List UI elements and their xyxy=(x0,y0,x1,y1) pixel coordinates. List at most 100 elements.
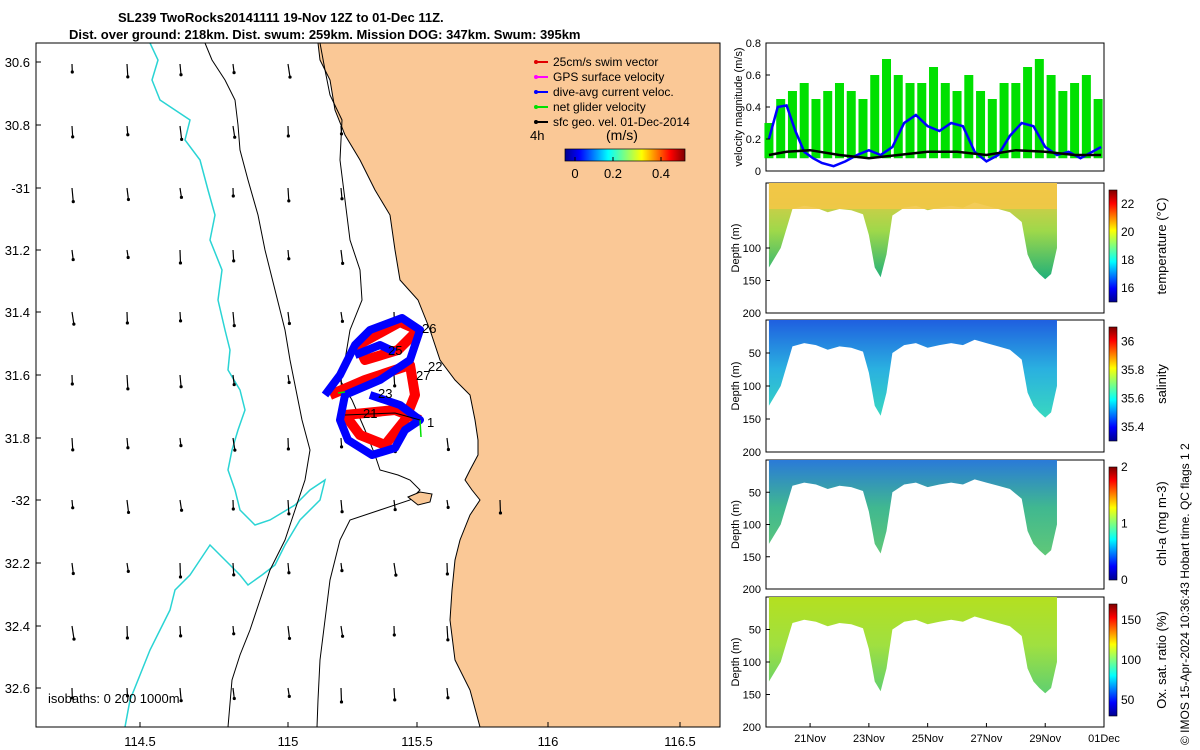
depth-tick-label: 100 xyxy=(743,243,761,255)
colorbar-tick-label: 18 xyxy=(1121,253,1135,267)
velocity-vector xyxy=(70,687,74,700)
depth-tick-label: 100 xyxy=(743,381,761,393)
panel-colorbar xyxy=(1108,189,1118,303)
velocity-vector xyxy=(232,125,237,139)
map-ytick-label: 31.8 xyxy=(5,431,30,446)
depth-ylabel: Depth (m) xyxy=(730,500,742,549)
vel-ytick-label: 0.6 xyxy=(746,70,761,82)
depth-tick-label: 50 xyxy=(749,625,761,637)
velocity-vector xyxy=(71,437,75,452)
velocity-vector xyxy=(232,63,236,75)
depth-ylabel: Depth (m) xyxy=(730,224,742,273)
depth-tick-label: 150 xyxy=(743,690,761,702)
colorbar-tick-label: 35.8 xyxy=(1121,363,1145,377)
map-axes-box xyxy=(35,42,721,728)
depth-tick-label: 150 xyxy=(743,552,761,564)
map-ytick-label: 31.6 xyxy=(5,368,30,383)
depth-ylabel: Depth (m) xyxy=(730,362,742,411)
vel-ylabel: velocity magnitude (m/s) xyxy=(733,47,745,166)
time-tick-label: 27Nov xyxy=(971,733,1003,745)
depth-tick-label: 200 xyxy=(743,722,761,734)
colorbar-tick-label: 22 xyxy=(1121,197,1135,211)
velocity-vector xyxy=(126,499,131,515)
velocity-vector xyxy=(286,437,290,451)
legend-entry: GPS surface velocity xyxy=(534,70,664,84)
time-axis: 21Nov 23Nov 25Nov 27Nov 29Nov 01Dec xyxy=(794,723,1120,745)
velocity-vector xyxy=(232,437,237,452)
section-fill xyxy=(768,597,1057,694)
map-colorbar xyxy=(564,148,686,162)
velocity-vector xyxy=(179,63,183,77)
colorbar-label: (m/s) xyxy=(606,127,638,143)
depth-tick-label: 200 xyxy=(743,584,761,596)
velocity-vector xyxy=(339,125,344,136)
isobath-1000m xyxy=(124,43,327,727)
heatmap-panel-1: 100 150 200 Depth (m) 22 20 18 16 temperature (°… xyxy=(730,182,1169,320)
velocity-vector xyxy=(287,311,292,326)
isobath-200m xyxy=(204,43,311,727)
velocity-vector xyxy=(178,311,183,323)
velocity-vector xyxy=(232,374,236,387)
isobaths-label: isobaths: 0 200 1000m xyxy=(48,691,180,706)
velocity-vector xyxy=(126,125,130,137)
velocity-vector xyxy=(178,562,183,579)
vel-ytick-label: 0.2 xyxy=(746,134,761,146)
time-tick-label: 21Nov xyxy=(794,733,826,745)
depth-tick-label: 50 xyxy=(749,348,761,360)
colorbar-tick-label: 50 xyxy=(1121,693,1135,707)
colorbar-tick-label: 2 xyxy=(1121,460,1128,474)
map-ytick-label: 30.6 xyxy=(5,55,30,70)
depth-tick-label: 150 xyxy=(743,414,761,426)
map-xtick-label: 114.5 xyxy=(124,734,156,749)
title-line-2: Dist. over ground: 218km. Dist. swum: 25… xyxy=(69,27,581,42)
velocity-vector xyxy=(179,499,184,512)
velocity-vector xyxy=(392,625,396,637)
land xyxy=(317,43,720,727)
velocity-vector xyxy=(287,374,291,385)
velocity-vector xyxy=(179,125,184,141)
map-xtick-label: 115 xyxy=(278,734,299,749)
legend-entry: 25cm/s swim vector xyxy=(534,55,658,69)
map-xtick-label: 115.5 xyxy=(401,734,433,749)
legend-entry: net glider velocity xyxy=(534,100,646,114)
colorbar-tick-label: 0 xyxy=(1121,573,1128,587)
velocity-vector xyxy=(340,625,345,638)
velocity-vector xyxy=(287,249,291,261)
map-colorbar-tick-label: 0 xyxy=(571,166,578,181)
velocity-vector xyxy=(179,687,183,703)
velocity-vector xyxy=(339,437,344,449)
colorbar-tick-label: 36 xyxy=(1121,334,1135,348)
velocity-vector xyxy=(287,625,292,641)
velocity-vector xyxy=(393,499,397,512)
velocity-vector xyxy=(445,562,449,576)
map-ticks: 114.5 115 115.5 116 116.5 30.6 30.8 -31 31.2 31.4… xyxy=(5,55,696,749)
colorbar-tick-label: 35.4 xyxy=(1121,420,1145,434)
velocity-vector xyxy=(232,625,236,636)
velocity-vector xyxy=(71,562,75,576)
section-fill xyxy=(768,320,1057,418)
velocity-vector xyxy=(179,374,183,389)
vel-ytick-label: 0.4 xyxy=(746,102,761,114)
heatmap-panel-3: 50 100 150 200 Depth (m) 2 1 0 chl-a (mg m-3) xyxy=(730,459,1169,596)
legend-label: GPS surface velocity xyxy=(553,70,664,84)
track-day-label: 22 xyxy=(428,359,442,374)
velocity-vector xyxy=(71,625,76,641)
map-ytick-label: 30.8 xyxy=(5,118,30,133)
velocity-vector xyxy=(232,562,236,577)
time-label: 4h xyxy=(530,128,544,143)
time-tick-label: 29Nov xyxy=(1029,733,1061,745)
map-colorbar-tick-label: 0.2 xyxy=(604,166,622,181)
time-tick-label: 01Dec xyxy=(1088,733,1120,745)
velocity-vector xyxy=(71,249,75,262)
map-ytick-label: -32 xyxy=(11,493,30,508)
colorbar-label: chl-a (mg m-3) xyxy=(1154,481,1169,566)
depth-tick-label: 100 xyxy=(743,520,761,532)
legend-label: sfc geo. vel. 01-Dec-2014 xyxy=(553,115,690,129)
heatmap-panel-2: 50 100 150 200 Depth (m) 36 35.8 35.6 35.4 salini… xyxy=(730,319,1169,459)
track-day-label: 26 xyxy=(422,321,436,336)
